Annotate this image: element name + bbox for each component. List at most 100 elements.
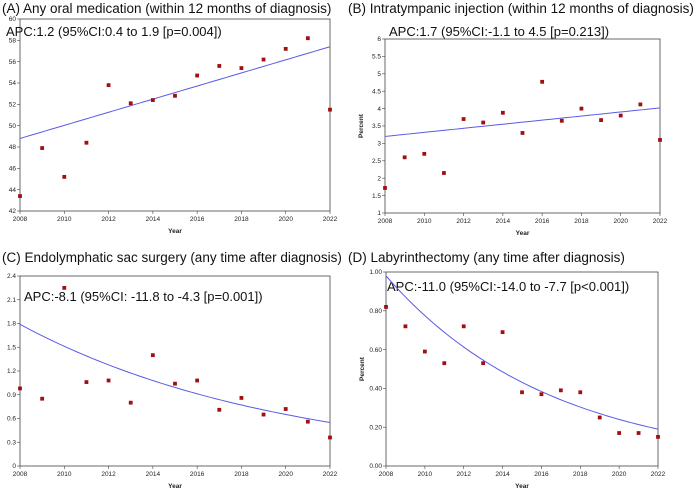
data-point [40, 146, 45, 150]
y-tick-label: 0.9 [7, 392, 16, 399]
x-tick-label: 2008 [13, 216, 28, 223]
data-point [150, 98, 155, 102]
x-tick-label: 2012 [101, 216, 116, 223]
data-point [217, 407, 222, 412]
data-point [128, 400, 133, 405]
data-point [422, 151, 427, 156]
x-tick-label: 2016 [190, 471, 205, 478]
y-tick-label: 1.00 [369, 269, 382, 276]
y-tick-label: 50 [9, 123, 17, 130]
y-tick-label: 3.5 [372, 123, 381, 130]
y-axis-label: Percent [358, 113, 365, 138]
y-tick-label: 58 [9, 38, 17, 45]
x-tick-label: 2014 [496, 218, 511, 225]
panel-title: (B) Intratympanic injection (within 12 m… [348, 1, 694, 16]
data-point [500, 110, 505, 115]
x-tick-label: 2020 [612, 471, 627, 478]
y-tick-label: 56 [9, 59, 17, 66]
data-point [239, 396, 244, 400]
data-point [106, 378, 111, 383]
x-tick-label: 2020 [278, 471, 293, 478]
data-point [481, 361, 486, 366]
y-tick-label: 2.5 [372, 158, 381, 165]
trend-line [19, 46, 331, 139]
data-point [422, 349, 427, 354]
panel-title: (A) Any oral medication (within 12 month… [2, 1, 331, 16]
x-axis-label: Year [515, 483, 529, 490]
x-tick-label: 2014 [146, 216, 161, 223]
x-tick-label: 2010 [418, 471, 433, 478]
y-tick-label: 0.3 [7, 439, 16, 446]
apc-annotation: APC:1.7 (95%CI:-1.1 to 4.5 [p=0.213]) [389, 24, 609, 39]
data-point [62, 285, 67, 290]
x-axis-label: Year [168, 228, 182, 235]
chart-panel-1: (A) Any oral medication (within 12 month… [2, 1, 338, 235]
y-tick-label: 1.5 [372, 193, 381, 200]
apc-annotation: APC:1.2 (95%CI:0.4 to 1.9 [p=0.004]) [6, 24, 222, 39]
y-tick-label: 3 [377, 141, 381, 148]
x-tick-label: 2010 [417, 218, 432, 225]
data-point [540, 79, 545, 84]
x-tick-label: 2016 [534, 471, 549, 478]
x-tick-label: 2014 [146, 471, 161, 478]
data-point [481, 120, 486, 125]
data-point [84, 380, 89, 384]
x-tick-label: 2022 [323, 216, 338, 223]
data-point [62, 174, 67, 179]
x-tick-label: 2018 [234, 216, 249, 223]
data-point [239, 66, 244, 70]
data-point [150, 353, 155, 358]
data-point [173, 93, 177, 98]
y-tick-label: 52 [9, 102, 17, 109]
data-point [217, 64, 222, 68]
y-tick-label: 1.5 [7, 344, 16, 351]
x-tick-label: 2022 [653, 218, 668, 225]
y-tick-label: 0 [12, 463, 16, 470]
x-tick-label: 2022 [323, 471, 338, 478]
y-tick-label: 0.6 [7, 416, 16, 423]
data-point [442, 171, 446, 175]
y-tick-label: 44 [9, 187, 17, 194]
data-point [638, 102, 643, 107]
data-point [106, 83, 111, 88]
x-tick-label: 2016 [190, 216, 205, 223]
y-tick-label: 2 [377, 175, 381, 182]
data-point [261, 57, 266, 62]
data-point [597, 415, 602, 420]
data-point [461, 117, 466, 121]
data-point [520, 390, 524, 395]
apc-annotation: APC:-8.1 (95%CI: -11.8 to -4.3 [p=0.001]… [24, 289, 263, 304]
data-point [40, 396, 45, 401]
y-tick-label: 48 [9, 144, 17, 151]
chart-panel-2: (B) Intratympanic injection (within 12 m… [348, 1, 694, 237]
y-tick-label: 1.8 [7, 321, 16, 328]
plot-area [384, 38, 661, 214]
chart-panel-4: (D) Labyrinthectomy (any time after diag… [348, 250, 666, 490]
y-tick-label: 46 [9, 166, 17, 173]
x-axis-label: Year [516, 230, 530, 237]
data-point [283, 407, 288, 411]
data-point [305, 419, 310, 424]
y-tick-label: 1 [377, 210, 381, 217]
data-point [617, 431, 622, 435]
data-point [520, 131, 525, 135]
y-tick-label: 0.60 [369, 347, 382, 354]
plot-area [385, 271, 659, 467]
data-point [539, 392, 544, 397]
y-tick-label: 60 [9, 16, 17, 23]
x-tick-label: 2020 [613, 218, 628, 225]
chart-panel-3: (C) Endolymphatic sac surgery (any time … [2, 250, 342, 490]
panel-title: (D) Labyrinthectomy (any time after diag… [348, 250, 625, 265]
x-tick-label: 2012 [456, 471, 471, 478]
plot-area [19, 18, 331, 212]
x-tick-label: 2018 [573, 471, 588, 478]
x-tick-label: 2014 [495, 471, 510, 478]
data-point [442, 361, 447, 366]
data-point [18, 194, 22, 198]
data-point [261, 412, 266, 417]
data-point [384, 305, 388, 309]
data-point [402, 155, 407, 160]
y-tick-label: 6 [377, 36, 381, 43]
y-tick-label: 1.2 [7, 368, 16, 375]
x-tick-label: 2022 [651, 471, 666, 478]
